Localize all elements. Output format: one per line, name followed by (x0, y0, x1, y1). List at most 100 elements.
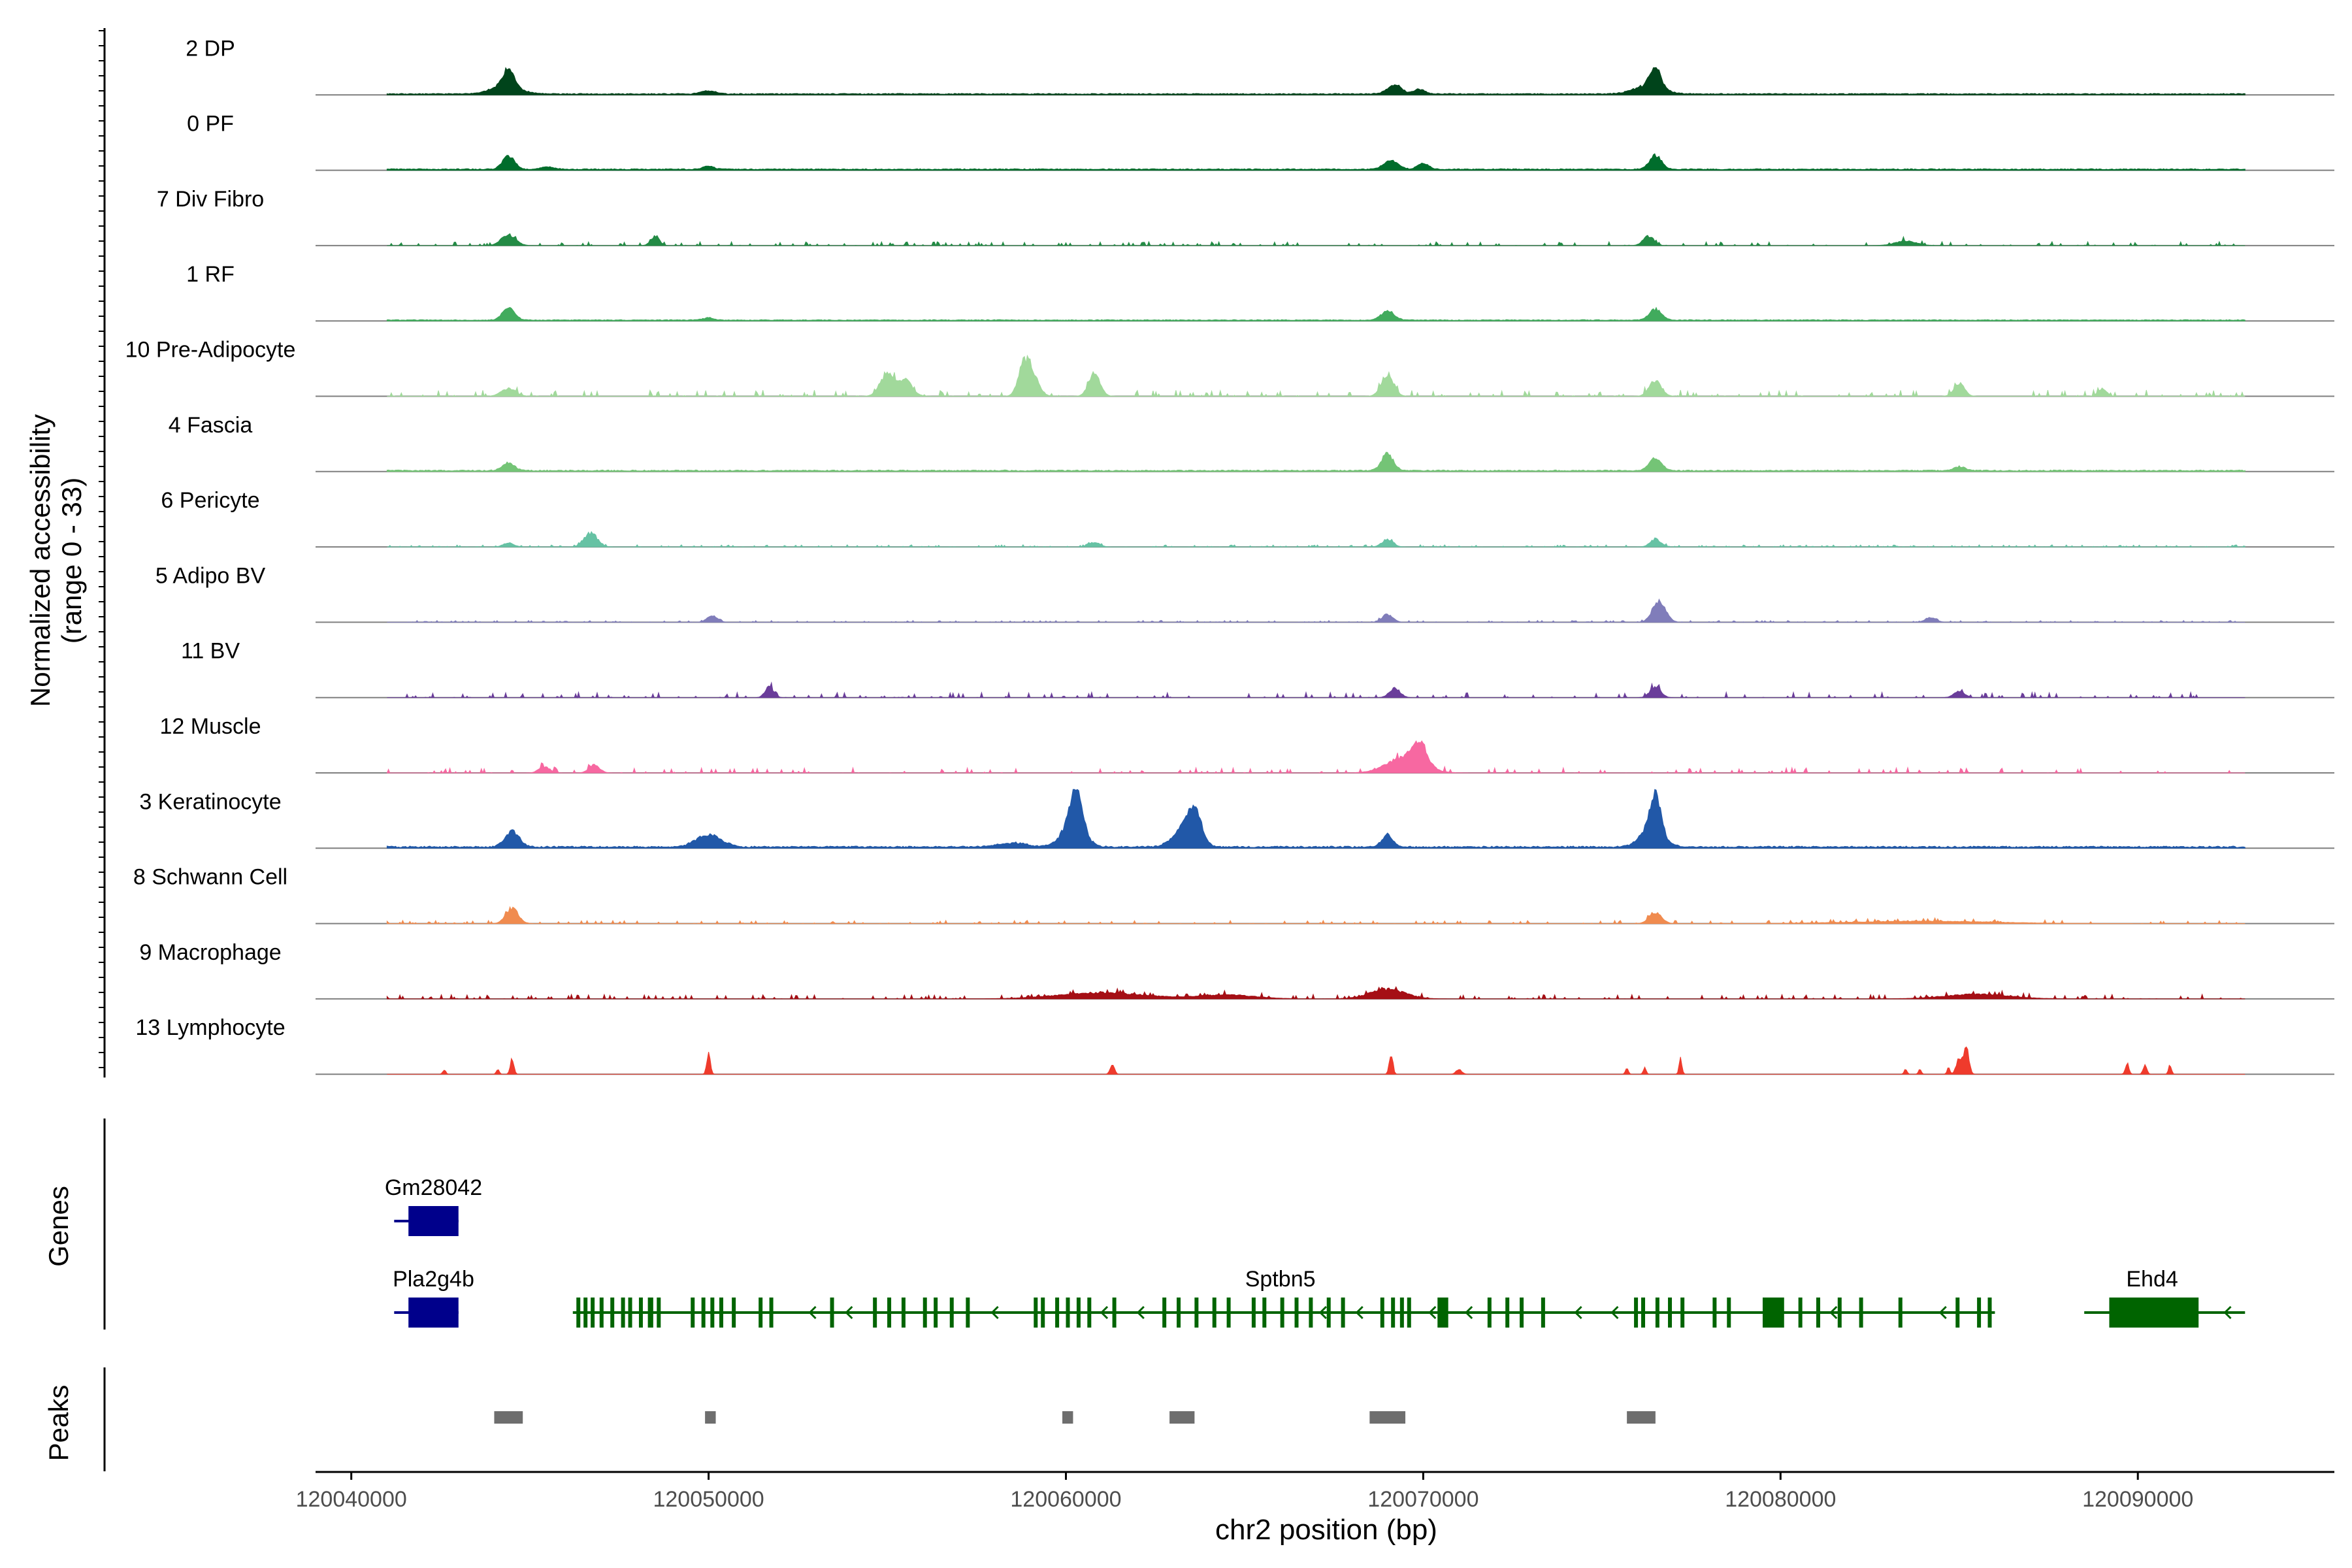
track-13-lymphocyte: 13 Lymphocyte (135, 1015, 2334, 1075)
gene-pla2g4b: Pla2g4b (393, 1267, 474, 1328)
coverage-area (386, 153, 2246, 171)
strand-arrow (1318, 1305, 1327, 1320)
exon (1294, 1298, 1299, 1328)
track-label: 7 Div Fibro (157, 187, 264, 212)
track-2-dp: 2 DP (186, 36, 2334, 96)
track-label: 10 Pre-Adipocyte (125, 338, 296, 363)
track-3-keratinocyte: 3 Keratinocyte (139, 789, 2334, 849)
exon (1399, 1298, 1404, 1328)
strand-arrow (1355, 1305, 1364, 1320)
exon (934, 1298, 938, 1328)
exon (591, 1298, 595, 1328)
peak-region (1369, 1411, 1406, 1424)
coverage-area (386, 986, 2246, 1000)
x-axis-label: chr2 position (bp) (1215, 1514, 1437, 1546)
track-label: 4 Fascia (169, 413, 253, 438)
exon (1655, 1298, 1659, 1328)
track-label: 0 PF (187, 112, 234, 137)
gene-sptbn5: Sptbn5 (572, 1267, 1995, 1328)
exon (1837, 1298, 1842, 1328)
exon (887, 1298, 892, 1328)
x-tick-label: 120060000 (1010, 1487, 1121, 1512)
track-label: 1 RF (186, 262, 235, 287)
coverage-area (386, 789, 2246, 849)
track-8-schwann-cell: 8 Schwann Cell (133, 865, 2334, 924)
strand-arrow (1574, 1305, 1582, 1320)
exon (1309, 1298, 1313, 1328)
exon (923, 1298, 927, 1328)
gene-label: Gm28042 (385, 1175, 482, 1200)
exon (1987, 1298, 1992, 1328)
coverage-tracks: 2 DP 0 PF 7 Div Fibro 1 RF 10 Pre-Adipocyte 4… (125, 36, 2334, 1075)
exon (701, 1298, 706, 1328)
track-6-pericyte: 6 Pericyte (161, 488, 2334, 548)
exon (1541, 1298, 1545, 1328)
exon (732, 1298, 736, 1328)
exon (1055, 1298, 1060, 1328)
strand-arrow (1428, 1305, 1437, 1320)
strand-arrow (1100, 1305, 1109, 1320)
track-7-div-fibro: 7 Div Fibro (157, 187, 2334, 247)
accessibility-y-axis: Normalized accessibility (range 0 - 33) (25, 28, 106, 1078)
exon (830, 1298, 834, 1328)
coverage-area (387, 598, 2246, 623)
exon (647, 1298, 653, 1328)
peak-region (1062, 1411, 1073, 1424)
track-label: 12 Muscle (160, 714, 261, 739)
exon (901, 1298, 906, 1328)
gene-label: Ehd4 (2126, 1267, 2178, 1292)
exon (1177, 1298, 1181, 1328)
exon (710, 1298, 715, 1328)
track-label: 9 Macrophage (139, 940, 281, 965)
exon (1816, 1298, 1820, 1328)
exon (1898, 1298, 1903, 1328)
exon (1859, 1298, 1863, 1328)
genes-panel-label: Genes (43, 1186, 74, 1267)
exon (1251, 1298, 1256, 1328)
strand-arrow (1610, 1305, 1619, 1320)
exon (719, 1298, 723, 1328)
track-label: 6 Pericyte (161, 488, 259, 513)
exon (576, 1298, 581, 1328)
track-9-macrophage: 9 Macrophage (139, 940, 2334, 1000)
exon (769, 1298, 774, 1328)
exon (873, 1298, 877, 1328)
exon (1226, 1298, 1231, 1328)
exon (1066, 1298, 1070, 1328)
exon (1680, 1298, 1685, 1328)
exon (1505, 1298, 1510, 1328)
strand-arrow (1829, 1305, 1838, 1320)
track-12-muscle: 12 Muscle (160, 714, 2334, 774)
track-11-bv: 11 BV (181, 639, 2334, 699)
gene-label: Sptbn5 (1245, 1267, 1316, 1292)
exon (1955, 1298, 1960, 1328)
coverage-area (387, 1046, 2246, 1075)
gene-ehd4: Ehd4 (2084, 1267, 2246, 1328)
gene-label: Pla2g4b (393, 1267, 474, 1292)
exon (1727, 1298, 1731, 1328)
exon (1380, 1298, 1384, 1328)
gene-gm28042: Gm28042 (385, 1175, 482, 1236)
exon (583, 1298, 588, 1328)
peak-region (1169, 1411, 1195, 1424)
exon (1641, 1298, 1646, 1328)
track-label: 5 Adipo BV (155, 563, 266, 588)
exon (1034, 1298, 1038, 1328)
exon (966, 1298, 970, 1328)
exon (610, 1298, 615, 1328)
coverage-area (386, 67, 2246, 95)
exon (1487, 1298, 1492, 1328)
exon (1041, 1298, 1045, 1328)
exon (1162, 1298, 1167, 1328)
exon (628, 1298, 632, 1328)
coverage-area (387, 354, 2246, 398)
peaks-panel-label: Peaks (43, 1385, 74, 1462)
strand-arrow (1136, 1305, 1145, 1320)
exon (1262, 1298, 1267, 1328)
strand-arrow (2223, 1305, 2232, 1320)
coverage-area (386, 906, 2246, 924)
exon (1798, 1298, 1803, 1328)
track-5-adipo-bv: 5 Adipo BV (155, 563, 2334, 623)
exon (1977, 1298, 1982, 1328)
